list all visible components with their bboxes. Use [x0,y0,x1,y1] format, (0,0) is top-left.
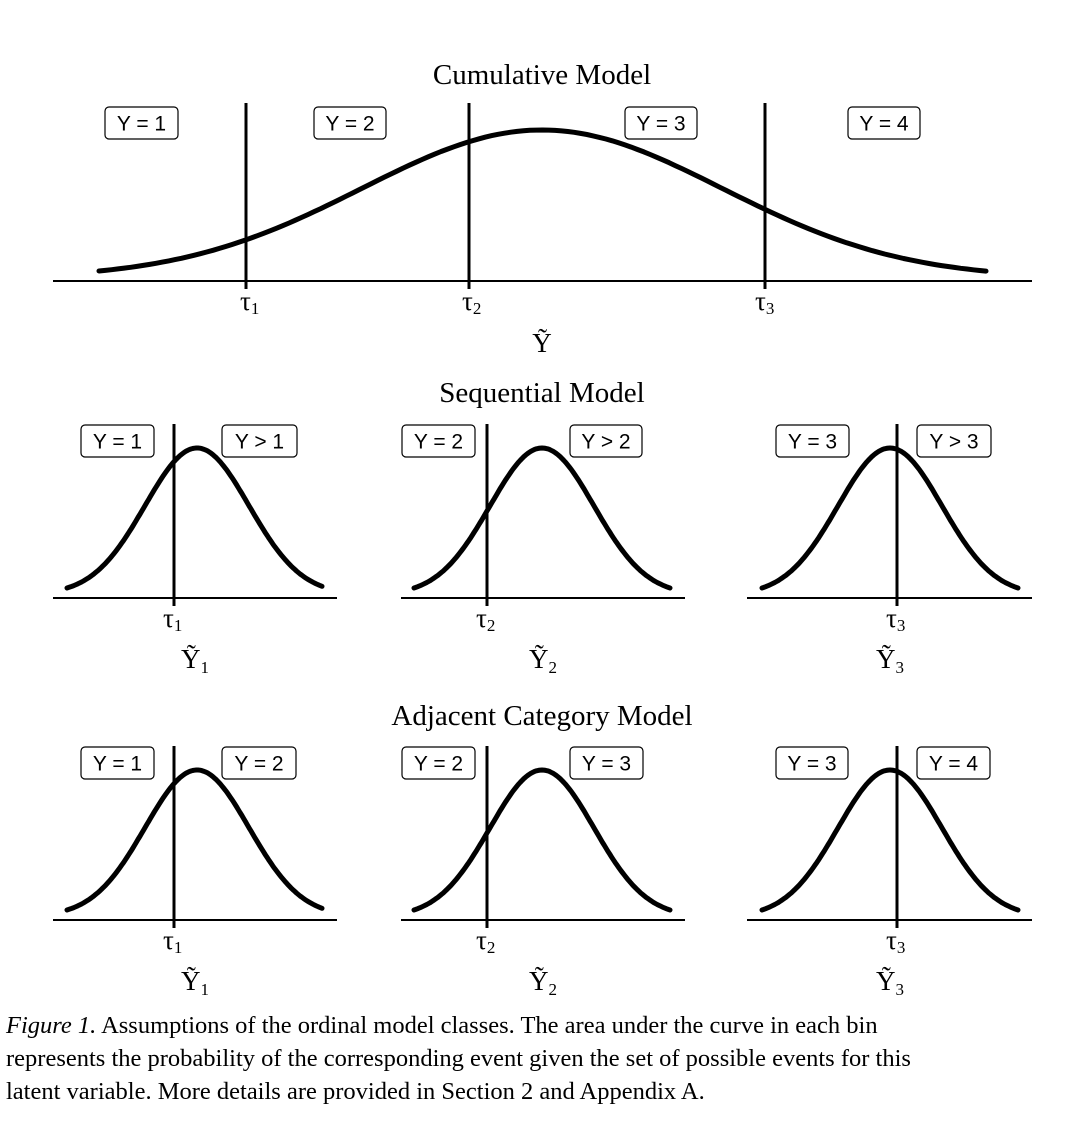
svg-text:Y = 2: Y = 2 [414,431,463,454]
sequential-1-latent-label: Ỹ1 [181,644,209,677]
sequential-2-left-label: Y = 2 [401,424,476,458]
svg-text:Y > 2: Y > 2 [581,431,630,454]
svg-text:Y = 1: Y = 1 [117,113,166,136]
adjacent-2-right-label: Y = 3 [569,746,644,780]
svg-text:Y > 3: Y > 3 [929,431,978,454]
sequential-panel: Sequential Model Y = 1 Y > 1 τ1 Ỹ1 [53,377,1032,677]
sequential-subplot-1: Y = 1 Y > 1 τ1 Ỹ1 [53,424,337,677]
cumulative-category-label-4: Y = 4 [847,106,921,140]
svg-text:Y = 3: Y = 3 [787,753,836,776]
adjacent-3-left-label: Y = 3 [775,746,849,780]
adjacent-subplot-3: Y = 3 Y = 4 τ3 Ỹ3 [747,746,1032,999]
caption-line-2: represents the probability of the corres… [6,1045,911,1072]
ordinal-models-figure: Cumulative Model Y = 1 Y = 2 Y = 3 Y = 4… [53,59,1032,999]
adjacent-2-latent-label: Ỹ2 [529,966,557,999]
adjacent-2-threshold-label: τ2 [476,925,495,957]
sequential-2-threshold-label: τ2 [476,603,495,635]
figure-caption: Figure 1. Assumptions of the ordinal mod… [6,1009,1056,1108]
sequential-1-threshold-label: τ1 [163,603,182,635]
cumulative-threshold-3-label: τ3 [755,286,774,318]
adjacent-1-right-label: Y = 2 [221,746,297,780]
adjacent-2-density-curve [411,767,673,913]
cumulative-category-label-1: Y = 1 [104,106,179,140]
cumulative-title: Cumulative Model [433,59,651,91]
adjacent-3-threshold-label: τ3 [886,925,905,957]
sequential-3-density-curve [759,445,1021,591]
sequential-3-left-label: Y = 3 [775,424,850,458]
svg-text:Y = 3: Y = 3 [788,431,837,454]
sequential-2-density-curve [411,445,673,591]
sequential-1-density-curve [64,445,325,591]
caption-line-3: latent variable. More details are provid… [6,1078,705,1105]
cumulative-density-curve [96,127,989,274]
sequential-3-threshold-label: τ3 [886,603,905,635]
svg-text:Y = 1: Y = 1 [93,431,142,454]
cumulative-threshold-1-label: τ1 [240,286,259,318]
svg-text:Y = 1: Y = 1 [93,753,142,776]
svg-text:Y = 3: Y = 3 [636,113,685,136]
cumulative-panel: Cumulative Model Y = 1 Y = 2 Y = 3 Y = 4… [53,59,1032,358]
svg-text:Y > 1: Y > 1 [235,431,284,454]
sequential-1-left-label: Y = 1 [80,424,155,458]
caption-label: Figure 1. [6,1012,97,1039]
adjacent-3-latent-label: Ỹ3 [876,966,904,999]
svg-text:Y = 2: Y = 2 [325,113,374,136]
adjacent-1-latent-label: Ỹ1 [181,966,209,999]
adjacent-2-left-label: Y = 2 [401,746,476,780]
sequential-2-latent-label: Ỹ2 [529,644,557,677]
cumulative-category-label-3: Y = 3 [624,106,698,140]
adjacent-1-threshold-label: τ1 [163,925,182,957]
svg-text:Y = 4: Y = 4 [859,113,909,136]
adjacent-3-right-label: Y = 4 [916,746,991,780]
adjacent-3-density-curve [759,767,1021,913]
sequential-1-right-label: Y > 1 [221,424,298,458]
svg-text:Y = 2: Y = 2 [414,753,463,776]
adjacent-panel: Adjacent Category Model Y = 1 Y = 2 τ1 Ỹ… [53,700,1032,999]
sequential-3-right-label: Y > 3 [916,424,992,458]
adjacent-1-density-curve [64,767,325,913]
cumulative-category-label-2: Y = 2 [313,106,387,140]
svg-text:Y = 2: Y = 2 [234,753,283,776]
sequential-subplot-2: Y = 2 Y > 2 τ2 Ỹ2 [401,424,685,677]
cumulative-threshold-2-label: τ2 [462,286,481,318]
adjacent-1-left-label: Y = 1 [80,746,155,780]
sequential-subplot-3: Y = 3 Y > 3 τ3 Ỹ3 [747,424,1032,677]
sequential-2-right-label: Y > 2 [569,424,643,458]
caption-line-1: Figure 1. Assumptions of the ordinal mod… [6,1012,878,1039]
adjacent-subplot-2: Y = 2 Y = 3 τ2 Ỹ2 [401,746,685,999]
sequential-3-latent-label: Ỹ3 [876,644,904,677]
svg-text:Y = 4: Y = 4 [929,753,979,776]
adjacent-subplot-1: Y = 1 Y = 2 τ1 Ỹ1 [53,746,337,999]
adjacent-title: Adjacent Category Model [391,700,692,732]
cumulative-latent-label: Ỹ [532,328,552,358]
svg-text:Y = 3: Y = 3 [582,753,631,776]
sequential-title: Sequential Model [439,377,644,409]
